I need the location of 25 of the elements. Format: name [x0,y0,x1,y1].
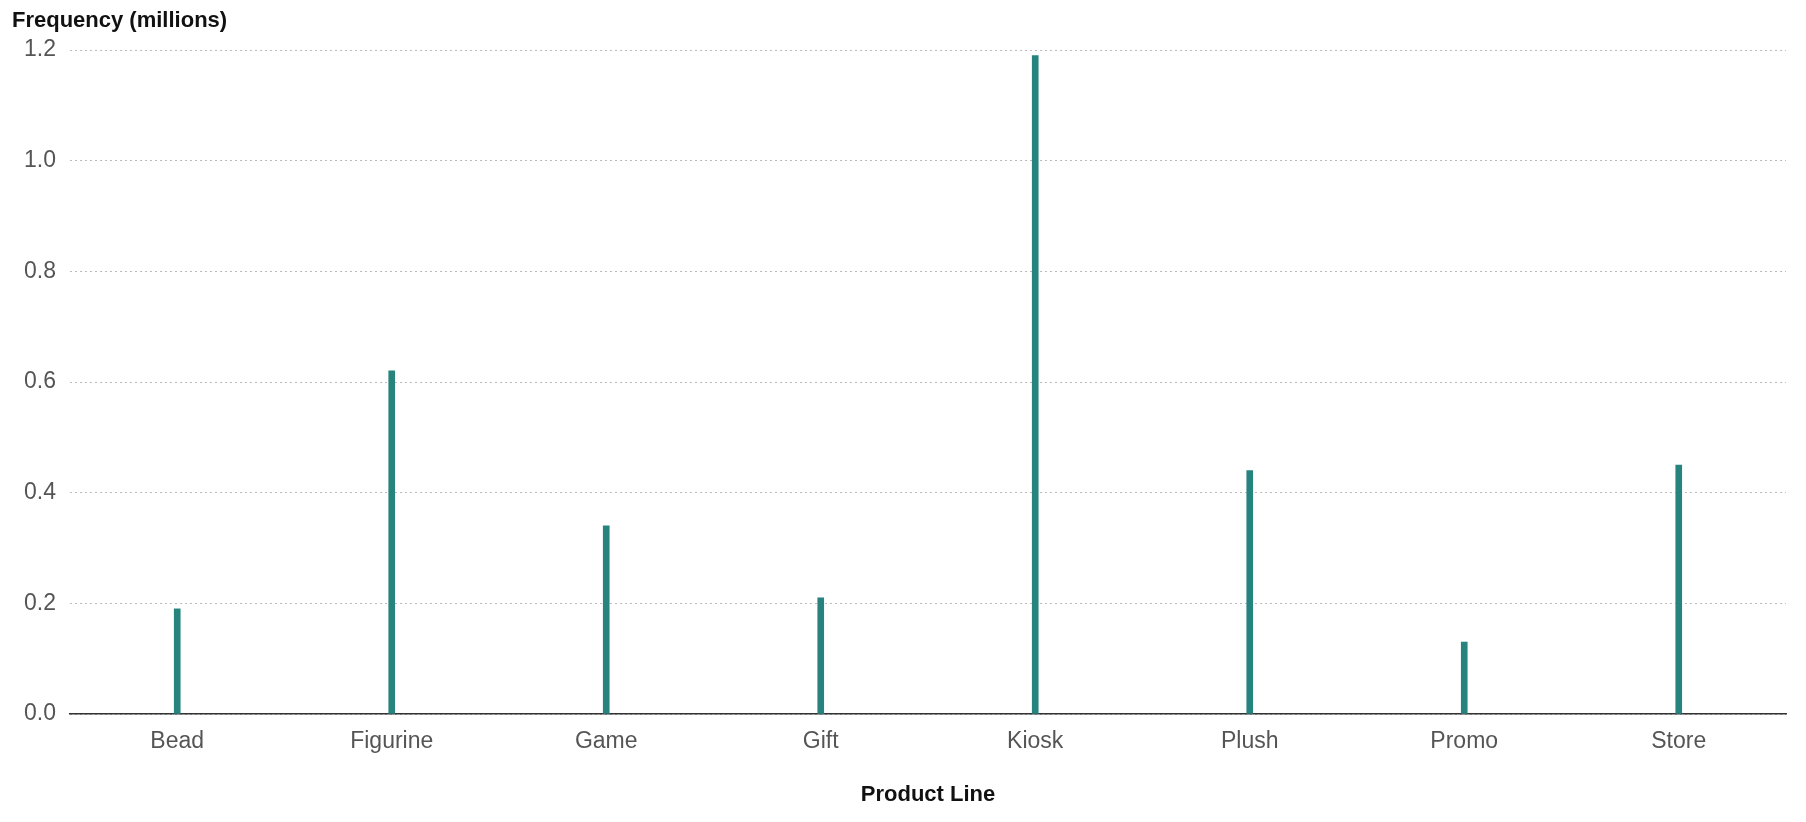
x-tick-label: Kiosk [1007,727,1064,754]
y-tick-label: 0.0 [23,699,56,726]
x-axis-title: Product Line [860,780,996,806]
x-tick-label: Game [574,727,638,754]
bar [1246,470,1254,714]
bar [817,597,825,714]
bar [173,608,181,714]
x-tick-label: Bead [150,727,205,754]
y-tick-label: 1.0 [23,146,56,173]
bar [1460,641,1468,714]
y-axis-title: Frequency (millions) [12,7,228,33]
x-tick-label: Promo [1430,727,1499,754]
bar [1031,55,1039,714]
y-tick-label: 0.4 [23,478,57,505]
bar [1675,464,1683,714]
y-tick-label: 0.6 [23,367,56,394]
x-tick-label: Plush [1220,727,1279,754]
bar [388,370,396,714]
x-tick-label: Figurine [350,727,434,754]
y-tick-label: 1.2 [23,35,56,62]
x-tick-label: Gift [802,727,840,754]
bar [602,525,610,714]
y-tick-label: 0.8 [23,256,56,283]
y-tick-label: 0.2 [23,588,56,615]
x-tick-label: Store [1651,727,1707,754]
